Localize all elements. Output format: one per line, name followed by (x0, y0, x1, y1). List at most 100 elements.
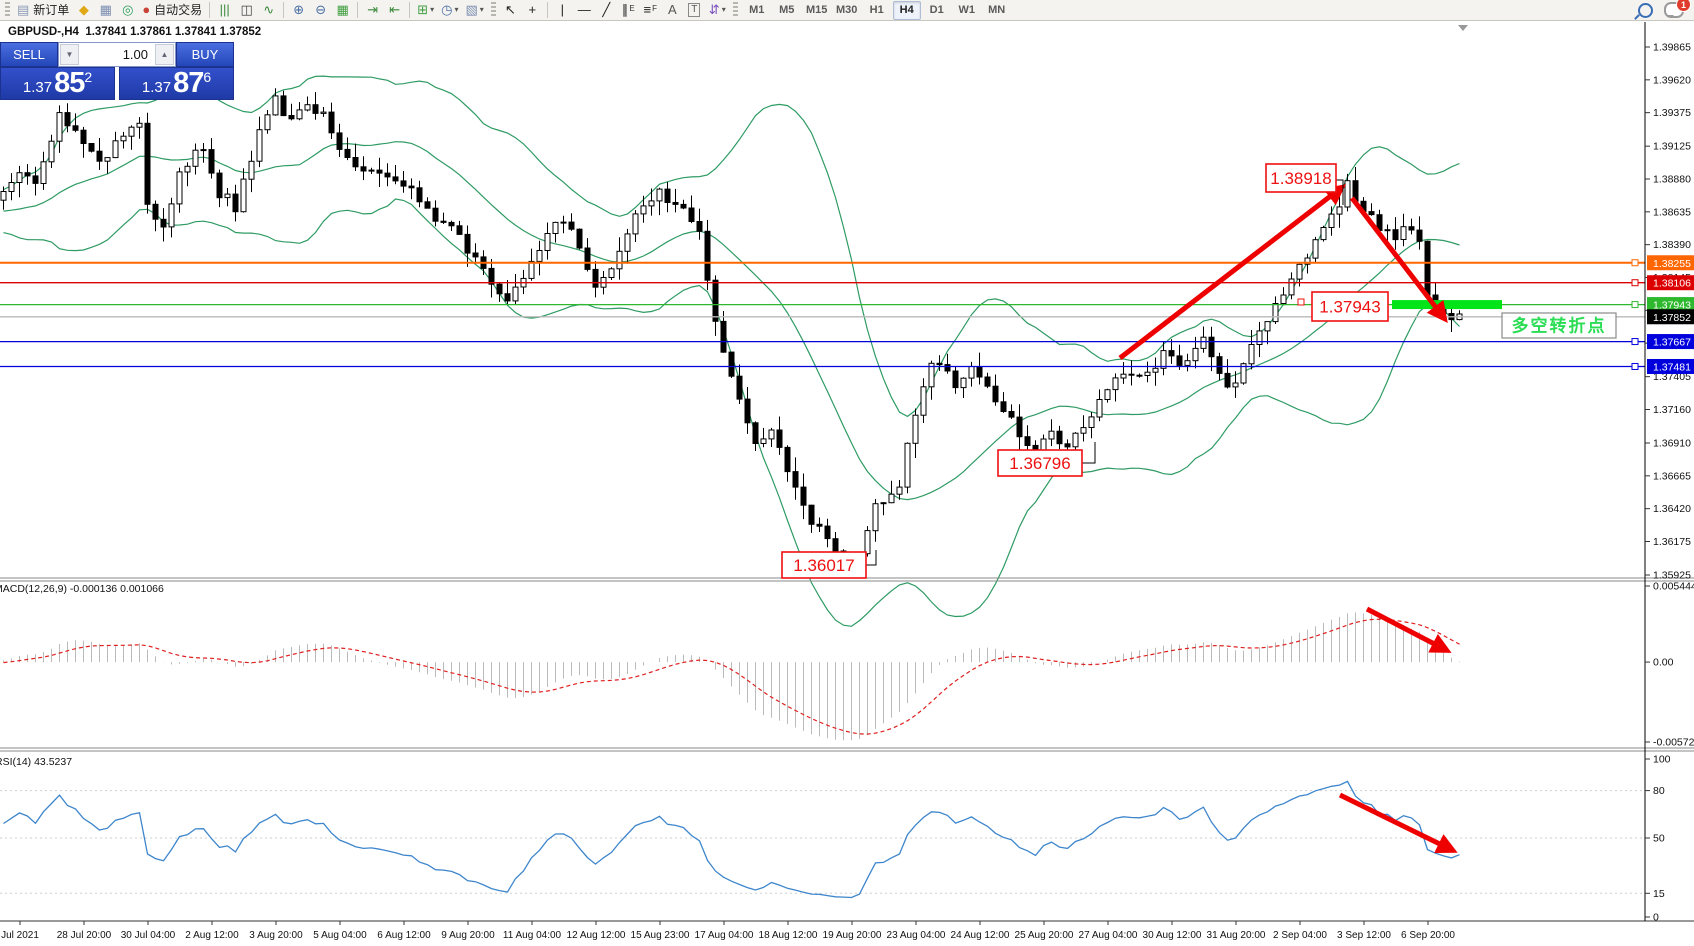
crosshair-icon[interactable]: + (528, 2, 537, 17)
svg-text:9 Aug 20:00: 9 Aug 20:00 (441, 930, 495, 941)
new-order-button[interactable]: ▤ 新订单 (17, 2, 70, 17)
svg-text:17 Aug 04:00: 17 Aug 04:00 (695, 930, 754, 941)
svg-text:1.37943: 1.37943 (1319, 298, 1380, 317)
sell-price-big: 85 (54, 67, 85, 99)
timeframe-button-h4[interactable]: H4 (892, 0, 921, 20)
svg-text:0: 0 (1653, 912, 1659, 924)
timeframe-button-d1[interactable]: D1 (929, 4, 944, 16)
highlighted-level-segment[interactable] (1392, 300, 1502, 310)
toolbar-grip (490, 2, 496, 18)
bar-chart-icon[interactable]: ||| (219, 2, 230, 17)
svg-text:1.37481: 1.37481 (1653, 361, 1691, 373)
vertical-line-icon[interactable]: | (560, 2, 564, 17)
panel-separators[interactable] (0, 577, 1694, 922)
chart-shift-icon[interactable]: ⇤ (389, 2, 401, 17)
timeframe-button-m5[interactable]: M5 (779, 4, 795, 16)
zoom-out-icon[interactable]: ⊖ (315, 2, 327, 17)
svg-text:19 Aug 20:00: 19 Aug 20:00 (823, 930, 882, 941)
timeframe-button-m1[interactable]: M1 (749, 4, 765, 16)
trend-down-arrow[interactable] (1350, 196, 1448, 323)
sell-button[interactable]: SELL (0, 42, 58, 67)
zoom-in-icon[interactable]: ⊕ (293, 2, 305, 17)
svg-text:28 Jul 20:00: 28 Jul 20:00 (57, 930, 112, 941)
trend-up-arrow[interactable] (1118, 184, 1346, 360)
svg-text:2 Aug 12:00: 2 Aug 12:00 (185, 930, 239, 941)
horizontal-line-icon[interactable]: — (577, 2, 591, 17)
line-chart-icon[interactable]: ∿ (263, 2, 275, 17)
periods-icon[interactable]: ◷ ▾ (441, 2, 459, 17)
svg-text:2 Sep 04:00: 2 Sep 04:00 (1273, 930, 1327, 941)
trendline-icon[interactable]: ╱ (602, 2, 611, 17)
svg-text:12 Aug 12:00: 12 Aug 12:00 (567, 930, 626, 941)
rsi-indicator-label: RSI(14) 43.5237 (0, 756, 73, 768)
price-badge (1647, 334, 1694, 350)
templates-icon[interactable]: ▧ ▾ (465, 2, 484, 17)
svg-text:0.005444: 0.005444 (1653, 581, 1694, 593)
tile-windows-icon[interactable]: ▦ (336, 2, 349, 17)
svg-text:1.37852: 1.37852 (1653, 312, 1691, 324)
volume-decrease-button[interactable]: ▼ (60, 44, 79, 65)
chart-window-icon[interactable]: ▦ (99, 2, 112, 17)
bottom-label[interactable] (781, 551, 867, 579)
macd-signal-line (3, 618, 1460, 735)
candlestick-chart-icon[interactable]: ◫ (240, 2, 253, 17)
timeframe-button-h1[interactable]: H1 (869, 4, 884, 16)
trend-arrows[interactable] (1118, 184, 1458, 853)
volume-stepper[interactable]: ▼ 1.00 ▲ (58, 42, 176, 67)
level-label[interactable] (1311, 291, 1389, 322)
timeframe-button-m15[interactable]: M15 (806, 4, 828, 16)
search-icon[interactable] (1638, 2, 1653, 18)
svg-text:1.36175: 1.36175 (1653, 536, 1691, 548)
chat-icon[interactable]: 1 (1664, 0, 1691, 18)
buy-button[interactable]: BUY (176, 42, 234, 67)
metaeditor-icon[interactable]: ◆ (78, 2, 89, 17)
add-indicator-icon[interactable]: ⊞ ▾ (417, 2, 435, 17)
signals-icon[interactable]: ◎ (122, 2, 134, 17)
cursor-icon[interactable]: ↖ (504, 2, 516, 17)
volume-increase-button[interactable]: ▲ (155, 44, 174, 65)
svg-text:100: 100 (1653, 754, 1671, 766)
fibonacci-icon[interactable]: ≡ F (643, 2, 658, 17)
price-badge (1647, 309, 1694, 325)
high-label[interactable] (1265, 163, 1337, 193)
svg-text:1.38255: 1.38255 (1653, 258, 1691, 270)
svg-text:6 Sep 20:00: 6 Sep 20:00 (1401, 930, 1455, 941)
toolbar-separator (546, 2, 548, 18)
volume-value[interactable]: 1.00 (122, 47, 148, 62)
turning-point-label[interactable] (1501, 312, 1617, 339)
svg-text:1.37667: 1.37667 (1653, 337, 1691, 349)
new-order-label: 新订单 (33, 3, 70, 17)
timeframe-button-mn[interactable]: MN (988, 4, 1006, 16)
rsi-panel (0, 780, 1645, 899)
sell-price-prefix: 1.37 (22, 79, 53, 96)
arrows-icon[interactable]: ⇵ ▾ (708, 2, 726, 17)
sell-price-display[interactable]: 1.37 85 2 (0, 67, 115, 100)
text-label-icon[interactable]: T (684, 1, 705, 19)
equidistant-channel-icon[interactable]: ∥ E (621, 2, 635, 17)
timeframe-button-m30[interactable]: M30 (836, 4, 858, 16)
price-badge (1647, 358, 1694, 374)
macd-down-arrow[interactable] (1365, 606, 1452, 653)
svg-text:1.39125: 1.39125 (1653, 141, 1691, 153)
timeframe-button-w1[interactable]: W1 (958, 4, 975, 16)
svg-text:1.37943: 1.37943 (1653, 300, 1691, 312)
svg-text:1.38106: 1.38106 (1653, 278, 1691, 290)
annotations[interactable]: 1.38918 1.37943 1.36796 1.36017 多空转折点 (781, 163, 1617, 579)
toolbar-grip (5, 2, 10, 18)
svg-text:11 Aug 04:00: 11 Aug 04:00 (503, 930, 562, 941)
svg-text:15 Aug 23:00: 15 Aug 23:00 (631, 930, 690, 941)
buy-price-display[interactable]: 1.37 87 6 (119, 67, 234, 100)
autotrading-button[interactable]: ● 自动交易 (142, 2, 203, 17)
auto-scroll-icon[interactable]: ⇥ (367, 2, 379, 17)
sell-price-sup: 2 (84, 69, 93, 85)
price-badge (1647, 275, 1694, 291)
price-badge (1647, 297, 1694, 313)
svg-text:25 Aug 20:00: 25 Aug 20:00 (1015, 930, 1074, 941)
rsi-down-arrow[interactable] (1338, 792, 1458, 853)
swing-low-label[interactable] (997, 449, 1083, 477)
svg-text:27 Aug 04:00: 27 Aug 04:00 (1079, 930, 1138, 941)
text-icon[interactable]: A (667, 2, 677, 17)
buy-price-big: 87 (173, 67, 204, 99)
